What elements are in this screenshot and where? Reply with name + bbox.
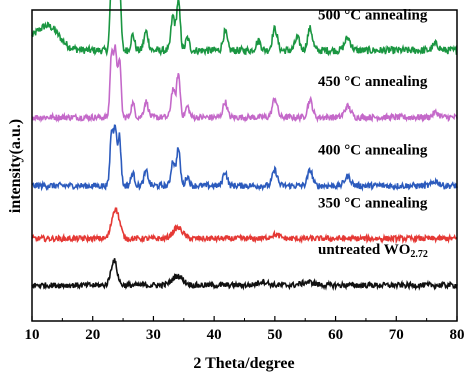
series-line-1: [31, 44, 458, 124]
x-axis-ticks: 10 20 30 40 50 60 70 80: [25, 316, 465, 343]
series-line-4: [31, 258, 458, 292]
x-axis-title: 2 Theta/degree: [193, 355, 294, 372]
plot-frame: [31, 9, 458, 322]
series-label-4: untreated WO2.72: [318, 242, 428, 260]
series-label-3: 350 °C annealing: [318, 195, 428, 211]
x-tick-label: 30: [146, 327, 161, 343]
series-line-3: [31, 206, 458, 245]
series-line-0: [31, 0, 458, 57]
series-label-0: 500 °C annealing: [318, 7, 428, 23]
series-labels: 500 °C annealing 450 °C annealing 400 °C a…: [318, 7, 428, 260]
series-label-2: 400 °C annealing: [318, 143, 428, 159]
series-line-2: [31, 124, 458, 192]
x-tick-label: 10: [25, 327, 40, 343]
x-tick-label: 80: [450, 327, 465, 343]
series-curves: [31, 0, 458, 292]
series-label-1: 450 °C annealing: [318, 74, 428, 90]
x-tick-label: 20: [85, 327, 100, 343]
y-axis-title: intensity(a.u.): [7, 119, 24, 213]
x-tick-label: 60: [328, 327, 343, 343]
x-tick-label: 40: [207, 327, 222, 343]
x-tick-label: 50: [267, 327, 282, 343]
x-tick-label: 70: [389, 327, 404, 343]
